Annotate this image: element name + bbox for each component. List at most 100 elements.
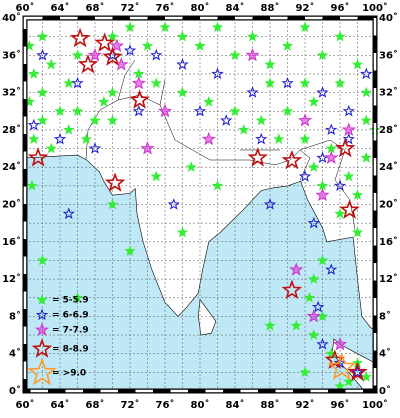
event-star	[94, 32, 115, 52]
event-star	[360, 67, 373, 80]
legend-label: = >9.0	[52, 369, 86, 379]
event-star	[334, 380, 346, 392]
lon-label: 84˚	[226, 399, 245, 411]
event-star	[238, 124, 250, 135]
event-star	[255, 114, 267, 126]
event-star	[360, 114, 372, 126]
event-star	[45, 142, 57, 154]
event-star	[342, 132, 355, 145]
lat-label: 8˚	[9, 310, 21, 322]
event-star	[281, 149, 303, 170]
event-star	[53, 132, 67, 145]
event-star	[351, 189, 364, 200]
event-star	[263, 198, 277, 210]
event-star	[325, 142, 337, 154]
event-star	[132, 104, 145, 117]
event-star	[264, 58, 276, 70]
event-star	[124, 245, 136, 256]
legend: = 5-5.9 = 6-6.9 = 7-7.9 = 8-8.9 = >9.0	[27, 294, 89, 386]
lat-label: 28˚	[379, 124, 398, 136]
event-star	[104, 172, 126, 192]
lon-label: 64˚	[51, 399, 70, 411]
event-star	[28, 133, 40, 145]
event-star	[315, 187, 330, 202]
event-star	[203, 96, 215, 107]
lat-label: 0˚	[9, 385, 21, 397]
event-star	[325, 123, 338, 136]
event-star	[264, 319, 276, 331]
event-star	[333, 179, 347, 192]
lat-label: 32˚	[379, 87, 398, 99]
event-star	[71, 76, 84, 89]
event-star	[316, 254, 329, 266]
event-star	[28, 68, 40, 79]
event-star	[45, 58, 57, 70]
event-star	[325, 263, 338, 275]
lon-label: 84˚	[226, 2, 245, 14]
lon-label: 60˚	[16, 2, 35, 14]
event-star	[123, 44, 137, 56]
lat-label: 24˚	[2, 161, 21, 173]
events	[23, 21, 381, 392]
event-star	[77, 53, 99, 74]
lon-label: 60˚	[16, 399, 35, 411]
legend-star	[35, 308, 49, 321]
event-star	[27, 147, 49, 167]
event-star	[176, 30, 189, 42]
event-star	[332, 337, 348, 351]
event-star	[62, 207, 75, 220]
event-star	[299, 366, 311, 378]
legend-star	[36, 294, 48, 305]
event-star	[220, 114, 233, 126]
lon-label: 100˚	[362, 2, 388, 14]
event-star	[246, 30, 259, 42]
frame-checker	[23, 16, 377, 393]
event-star	[281, 40, 294, 51]
lat-label: 36˚	[379, 49, 398, 61]
event-star	[342, 104, 355, 117]
lon-label: 88˚	[261, 399, 280, 411]
event-star	[211, 67, 224, 80]
lon-label: 80˚	[191, 2, 210, 14]
lat-label: 20˚	[2, 199, 21, 211]
event-star	[133, 68, 145, 79]
lon-label: 72˚	[121, 399, 140, 411]
event-star	[150, 77, 162, 89]
lon-label: 92˚	[296, 399, 315, 411]
event-star	[307, 216, 320, 229]
event-star	[88, 141, 102, 154]
lon-label: 96˚	[331, 399, 350, 411]
event-star	[290, 319, 302, 331]
event-star	[26, 179, 38, 191]
sri-lanka	[197, 298, 217, 336]
event-star	[324, 150, 339, 164]
event-star	[109, 38, 124, 52]
event-star	[334, 207, 346, 219]
event-star	[341, 122, 356, 137]
lat-label: 16˚	[2, 236, 21, 248]
event-star	[360, 152, 372, 163]
lon-label: 76˚	[156, 2, 175, 14]
event-star	[247, 147, 268, 167]
event-star	[246, 86, 259, 98]
event-star	[193, 104, 207, 117]
event-star	[347, 361, 368, 382]
legend-star	[34, 322, 50, 337]
event-star	[124, 21, 136, 33]
event-star	[106, 198, 119, 210]
event-star	[299, 133, 311, 145]
event-star	[176, 58, 189, 70]
event-star	[54, 105, 66, 117]
event-star	[281, 76, 294, 89]
lon-label: 96˚	[331, 2, 350, 14]
event-star	[316, 179, 329, 191]
event-star	[98, 96, 110, 107]
lat-label: 40˚	[2, 12, 21, 24]
event-star	[334, 77, 346, 89]
event-star	[87, 47, 103, 62]
event-star	[303, 291, 316, 303]
event-star	[281, 279, 303, 300]
event-star	[245, 47, 260, 62]
lat-label: 8˚	[379, 310, 391, 322]
